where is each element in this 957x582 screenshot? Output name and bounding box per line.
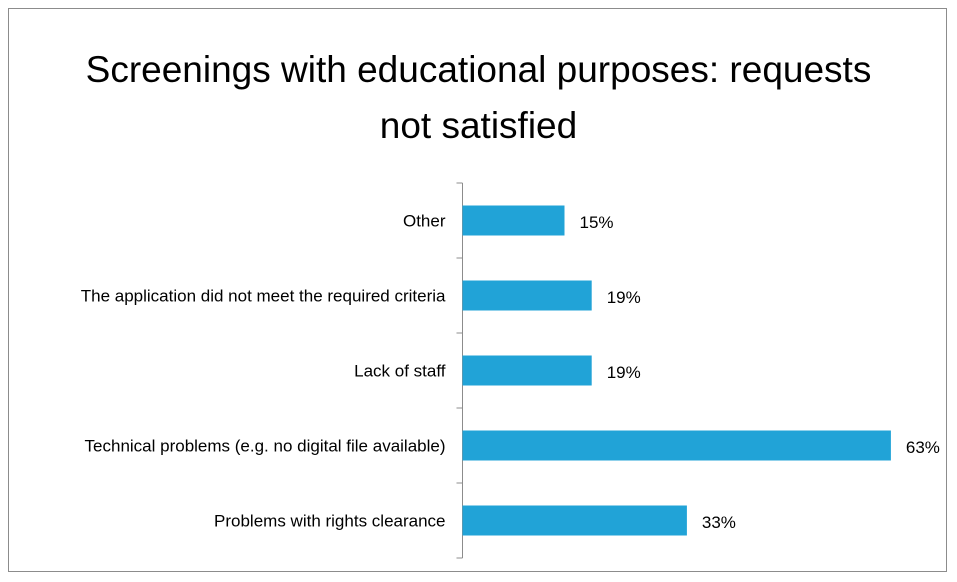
category-label: Lack of staff bbox=[354, 361, 446, 380]
bar bbox=[462, 430, 891, 461]
value-label: 33% bbox=[701, 512, 736, 532]
value-label: 19% bbox=[606, 287, 641, 307]
bar bbox=[462, 205, 565, 236]
value-label: 15% bbox=[579, 212, 614, 232]
category-label: The application did not meet the require… bbox=[80, 286, 446, 305]
category-label: Problems with rights clearance bbox=[214, 511, 446, 530]
bar bbox=[462, 355, 592, 386]
value-label: 63% bbox=[905, 437, 940, 457]
bar bbox=[462, 505, 687, 536]
bar bbox=[462, 280, 592, 311]
chart-frame bbox=[8, 8, 947, 572]
category-label: Technical problems (e.g. no digital file… bbox=[84, 436, 446, 455]
value-label: 19% bbox=[606, 362, 641, 382]
chart-title: Screenings with educational purposes: re… bbox=[85, 49, 872, 146]
category-label: Other bbox=[402, 211, 446, 230]
